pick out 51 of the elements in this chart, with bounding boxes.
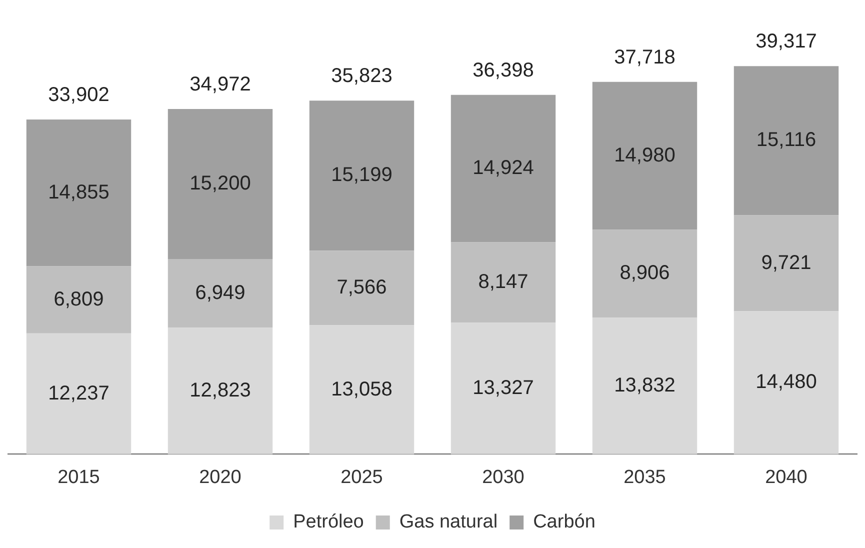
bar — [734, 66, 839, 216]
data-label: 15,116 — [756, 129, 816, 152]
x-tick-label: 2020 — [199, 466, 242, 488]
bar — [168, 259, 273, 328]
x-tick-label: 2035 — [624, 466, 666, 488]
bar — [309, 325, 414, 454]
data-label: 14,980 — [614, 144, 676, 166]
data-label: 12,823 — [190, 379, 251, 402]
bar — [309, 250, 414, 326]
bar — [26, 333, 132, 454]
bar — [734, 311, 839, 454]
total-label: 35,823 — [331, 65, 392, 88]
legend-label: Petróleo — [293, 512, 364, 533]
legend-label: Carbón — [533, 512, 596, 533]
data-label: 12,237 — [48, 382, 110, 404]
bar — [592, 318, 698, 454]
data-label: 13,832 — [614, 374, 676, 396]
bar — [450, 322, 556, 454]
bar — [592, 82, 698, 230]
bar — [734, 215, 839, 312]
data-label: 13,327 — [472, 376, 534, 399]
data-label: 13,058 — [331, 378, 392, 400]
total-label: 34,972 — [190, 74, 251, 96]
total-label: 33,902 — [48, 84, 110, 106]
data-label: 8,147 — [478, 270, 528, 293]
total-label: 39,317 — [756, 30, 817, 53]
x-tick-label: 2040 — [765, 466, 808, 488]
total-label: 36,398 — [472, 59, 534, 82]
bar — [450, 242, 556, 323]
data-label: 8,906 — [620, 262, 670, 284]
legend-label: Gas natural — [399, 512, 498, 533]
x-tick-label: 2025 — [340, 466, 383, 488]
data-label: 6,809 — [54, 288, 104, 310]
bar — [168, 108, 273, 260]
data-label: 15,200 — [190, 172, 251, 195]
bar — [592, 230, 698, 318]
bar — [168, 328, 273, 454]
bar — [26, 266, 132, 334]
x-tick-label: 2030 — [482, 466, 524, 488]
total-label: 37,718 — [614, 46, 676, 68]
bar — [450, 94, 556, 242]
bar — [309, 100, 414, 251]
data-label: 14,855 — [48, 181, 110, 204]
data-label: 14,480 — [756, 371, 817, 394]
data-label: 6,949 — [195, 282, 246, 304]
data-label: 15,199 — [331, 164, 392, 186]
data-label: 7,566 — [336, 276, 387, 298]
bar — [26, 120, 132, 266]
data-label: 9,721 — [761, 252, 812, 274]
data-label: 14,924 — [472, 157, 534, 180]
x-tick-label: 2015 — [58, 466, 100, 488]
